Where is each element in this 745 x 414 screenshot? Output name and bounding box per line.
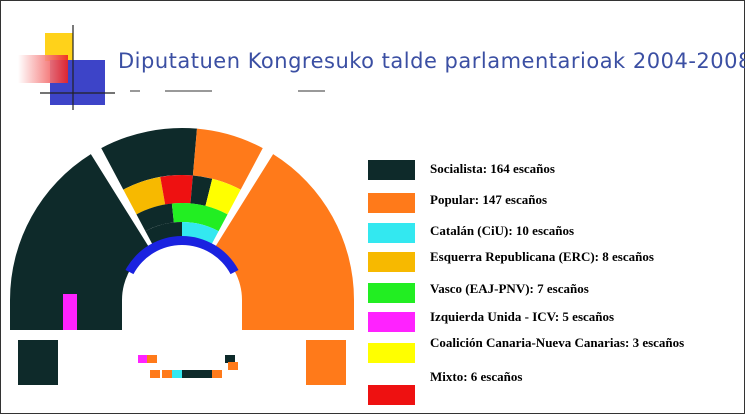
legend-swatch xyxy=(368,160,415,180)
seat-block xyxy=(212,370,222,378)
seat-block xyxy=(138,355,148,363)
legend-swatch xyxy=(368,283,415,303)
legend-swatch xyxy=(368,343,415,363)
legend-label: Socialista: 164 escaños xyxy=(430,161,555,176)
legend-swatch xyxy=(368,252,415,272)
seat-block xyxy=(192,370,202,378)
seat-block xyxy=(306,340,346,385)
seat-block xyxy=(162,370,172,378)
seat-block xyxy=(63,294,77,330)
legend-swatch xyxy=(368,223,415,243)
legend-label: Vasco (EAJ-PNV): 7 escaños xyxy=(430,281,589,296)
legend-label: Izquierda Unida - ICV: 5 escaños xyxy=(430,309,614,324)
legend-label: Mixto: 6 escaños xyxy=(430,369,522,384)
seat-block xyxy=(225,355,235,363)
seat-block xyxy=(202,370,212,378)
seat-block xyxy=(150,370,160,378)
legend-label: Coalición Canaria-Nueva Canarias: 3 esca… xyxy=(430,335,684,350)
seat-block xyxy=(18,340,58,385)
legend-swatch xyxy=(368,385,415,405)
seat-block xyxy=(172,370,182,378)
seat-block xyxy=(182,370,192,378)
seat-block xyxy=(160,175,193,204)
seat-block xyxy=(147,355,157,363)
legend-swatch xyxy=(368,312,415,332)
seat-block xyxy=(228,362,238,370)
seat-block xyxy=(242,300,354,330)
title: Diputatuen Kongresuko talde parlamentari… xyxy=(118,49,745,73)
legend-label: Popular: 147 escaños xyxy=(430,192,547,207)
legend-label: Catalán (CiU): 10 escaños xyxy=(430,223,574,238)
slide: Diputatuen Kongresuko talde parlamentari… xyxy=(0,0,745,414)
legend-label: Esquerra Republicana (ERC): 8 escaños xyxy=(430,249,654,264)
legend-swatch xyxy=(368,193,415,213)
